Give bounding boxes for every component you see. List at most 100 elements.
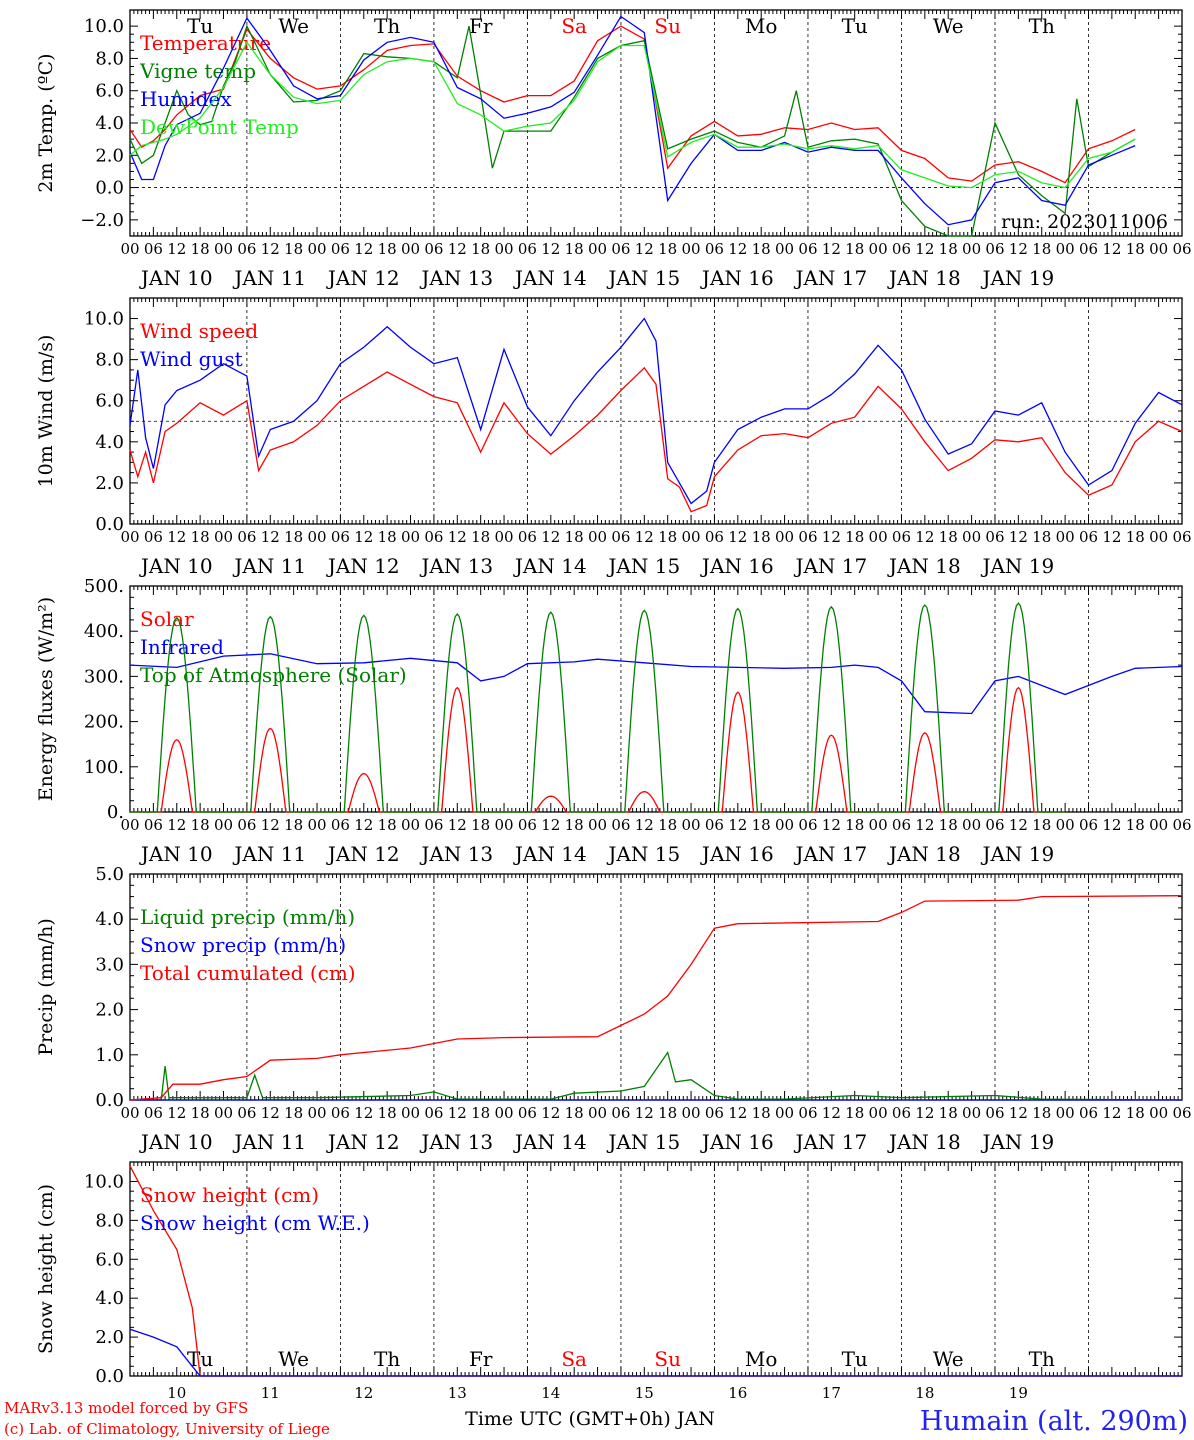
day-number-label: 17 xyxy=(822,1384,841,1402)
hour-tick-label: 12 xyxy=(541,528,560,546)
hour-tick-label: 12 xyxy=(261,816,280,834)
hour-tick-label: 18 xyxy=(1126,816,1145,834)
day-number-label: 15 xyxy=(635,1384,654,1402)
hour-tick-label: 18 xyxy=(284,816,303,834)
run-label: run: 2023011006 xyxy=(1001,211,1168,233)
y-tick-label: 100. xyxy=(84,757,124,778)
hour-tick-label: 06 xyxy=(518,240,537,258)
hour-tick-label: 06 xyxy=(985,240,1004,258)
y-tick-label: 2.0 xyxy=(95,145,124,166)
hour-tick-label: 00 xyxy=(682,528,701,546)
hour-tick-label: 06 xyxy=(985,816,1004,834)
hour-tick-label: 00 xyxy=(1056,816,1075,834)
hour-tick-label: 06 xyxy=(798,816,817,834)
hour-tick-label: 18 xyxy=(565,240,584,258)
date-label: JAN 16 xyxy=(700,842,774,866)
hour-tick-label: 18 xyxy=(191,1104,210,1122)
hour-tick-label: 18 xyxy=(845,240,864,258)
y-tick-label: 8.0 xyxy=(95,1210,124,1231)
y-axis-label: Precip (mm/h) xyxy=(35,918,57,1056)
hour-tick-label: 06 xyxy=(798,1104,817,1122)
date-label: JAN 14 xyxy=(513,554,587,578)
hour-tick-label: 00 xyxy=(307,240,326,258)
hour-tick-label: 06 xyxy=(705,528,724,546)
hour-tick-label: 12 xyxy=(1102,240,1121,258)
hour-tick-label: 18 xyxy=(284,528,303,546)
series-liquid-precip-mm-h xyxy=(130,1050,1183,1101)
hour-tick-label: 18 xyxy=(471,528,490,546)
hour-tick-label: 12 xyxy=(728,240,747,258)
hour-tick-label: 18 xyxy=(378,816,397,834)
day-number-label: 12 xyxy=(354,1384,373,1402)
hour-tick-label: 06 xyxy=(144,1104,163,1122)
hour-tick-label: 12 xyxy=(1009,240,1028,258)
credit-line-2: (c) Lab. of Climatology, University of L… xyxy=(4,1420,330,1438)
series-wind-gust xyxy=(129,317,1183,505)
hour-tick-label: 00 xyxy=(869,816,888,834)
date-label: JAN 18 xyxy=(887,1130,961,1154)
hour-tick-label: 06 xyxy=(331,528,350,546)
hour-tick-label: 00 xyxy=(869,528,888,546)
weekday-label: Fr xyxy=(469,1347,493,1371)
hour-tick-label: 18 xyxy=(191,528,210,546)
y-tick-label: 2.0 xyxy=(95,1327,124,1348)
hour-tick-label: 06 xyxy=(237,528,256,546)
weekday-label: Tu xyxy=(187,1347,213,1371)
hour-tick-label: 12 xyxy=(1009,816,1028,834)
credit-line-1: MARv3.13 model forced by GFS xyxy=(4,1399,248,1417)
hour-tick-label: 00 xyxy=(588,528,607,546)
date-label: JAN 14 xyxy=(513,1130,587,1154)
hour-tick-label: 00 xyxy=(1149,816,1168,834)
hour-tick-label: 18 xyxy=(658,816,677,834)
hour-tick-label: 06 xyxy=(798,528,817,546)
hour-tick-label: 18 xyxy=(845,528,864,546)
hour-tick-label: 00 xyxy=(1149,240,1168,258)
y-tick-label: 4.0 xyxy=(95,113,124,134)
hour-tick-label: 12 xyxy=(822,1104,841,1122)
day-number-label: 13 xyxy=(448,1384,467,1402)
y-tick-label: 10.0 xyxy=(84,16,124,37)
hour-tick-label: 12 xyxy=(635,528,654,546)
hour-tick-label: 06 xyxy=(611,528,630,546)
hour-tick-label: 12 xyxy=(822,240,841,258)
weekday-label: Th xyxy=(374,1347,400,1371)
hour-tick-label: 12 xyxy=(167,1104,186,1122)
date-label: JAN 15 xyxy=(606,842,680,866)
date-label: JAN 18 xyxy=(887,554,961,578)
hour-tick-label: 12 xyxy=(261,528,280,546)
hour-tick-label: 00 xyxy=(401,816,420,834)
y-tick-label: 6.0 xyxy=(95,1249,124,1270)
hour-tick-label: 00 xyxy=(682,240,701,258)
hour-tick-label: 18 xyxy=(471,240,490,258)
hour-tick-label: 00 xyxy=(775,816,794,834)
hour-tick-label: 06 xyxy=(892,816,911,834)
date-label: JAN 19 xyxy=(980,266,1054,290)
date-label: JAN 10 xyxy=(139,554,213,578)
series-temperature xyxy=(129,25,1136,184)
hour-tick-label: 12 xyxy=(448,1104,467,1122)
hour-tick-label: 06 xyxy=(1079,240,1098,258)
y-tick-label: 400. xyxy=(84,621,124,642)
y-axis-label: Energy fluxes (W/m²) xyxy=(35,597,57,801)
hour-tick-label: 18 xyxy=(1126,1104,1145,1122)
hour-tick-label: 00 xyxy=(1056,528,1075,546)
date-label: JAN 13 xyxy=(419,1130,493,1154)
hour-tick-label: 12 xyxy=(1102,1104,1121,1122)
hour-tick-label: 12 xyxy=(354,816,373,834)
date-label: JAN 17 xyxy=(793,1130,867,1154)
hour-tick-label: 18 xyxy=(845,816,864,834)
x-axis-label: Time UTC (GMT+0h) JAN xyxy=(465,1408,715,1430)
hour-tick-label: 00 xyxy=(494,240,513,258)
hour-tick-label: 06 xyxy=(424,240,443,258)
hour-tick-label: 18 xyxy=(565,528,584,546)
y-tick-label: 4.0 xyxy=(95,1288,124,1309)
hour-tick-label: 12 xyxy=(541,816,560,834)
legend-entry: Liquid precip (mm/h) xyxy=(140,905,355,929)
date-label: JAN 16 xyxy=(700,554,774,578)
date-label: JAN 13 xyxy=(419,554,493,578)
y-tick-label: 2.0 xyxy=(95,473,124,494)
series-humidex xyxy=(129,15,1136,226)
legend-entry: Snow height (cm W.E.) xyxy=(140,1211,370,1235)
hour-tick-label: 00 xyxy=(120,816,139,834)
